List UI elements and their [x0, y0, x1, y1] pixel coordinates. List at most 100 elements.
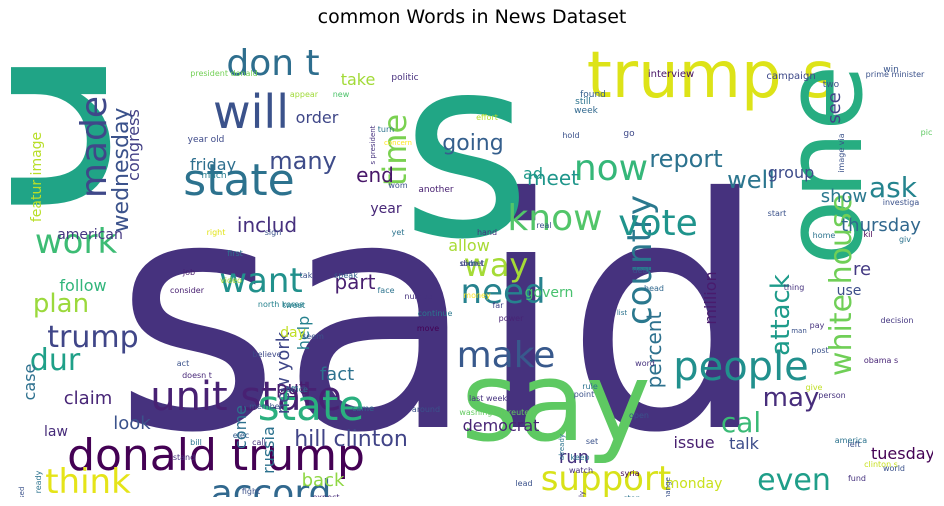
word-post: post: [811, 346, 828, 355]
word-face: face: [377, 286, 394, 295]
word-democrat: democrat: [463, 416, 540, 435]
word-unit-state: unit state: [150, 374, 342, 420]
word-end: end: [356, 163, 394, 187]
word-even: even: [757, 463, 831, 497]
word-sign: sign: [265, 228, 282, 237]
word-fight: fight: [242, 487, 260, 496]
word-country: country: [620, 195, 660, 325]
word-m: m: [468, 259, 476, 268]
chart-title: common Words in News Dataset: [317, 6, 627, 28]
word-put: put: [276, 378, 306, 399]
word-win: win: [883, 65, 899, 75]
word-cal: cal: [721, 406, 761, 439]
word-year: year: [370, 201, 401, 217]
word-clinton-s: clinton s: [864, 460, 898, 469]
word-rule: rule: [582, 382, 598, 391]
word-investiga: investiga: [883, 198, 920, 207]
word-speak: speak: [334, 271, 358, 280]
word-now: now: [574, 148, 648, 189]
word-friday: friday: [190, 155, 236, 174]
word-want: want: [219, 261, 303, 301]
word-don-t: don t: [226, 43, 319, 84]
word-right: right: [207, 228, 226, 237]
word-use: use: [837, 283, 862, 299]
word-many: many: [269, 147, 337, 175]
word-came: came: [352, 404, 374, 413]
word-law: law: [44, 424, 68, 440]
word-think: think: [45, 462, 131, 497]
word-around: around: [412, 405, 440, 414]
word-prime-minister: prime minister: [866, 70, 925, 79]
word-said: said: [114, 131, 769, 497]
word-donald-trump: donald trump: [67, 430, 365, 481]
word-bill: bill: [190, 438, 202, 447]
word-hold: hold: [562, 131, 579, 140]
word-effort: effort: [476, 113, 498, 122]
word-work: work: [35, 222, 118, 262]
word-job: job: [182, 268, 195, 277]
word-last-week: last week: [469, 394, 507, 403]
word-open: open: [629, 411, 649, 420]
word-monday: monday: [666, 476, 723, 492]
word-far: far: [492, 301, 504, 310]
word-president-donald: president donald: [190, 69, 258, 78]
word-american: american: [57, 227, 123, 243]
word-america: america: [835, 436, 868, 445]
word-featur-image: featur image: [29, 132, 45, 222]
word-group: group: [768, 163, 814, 182]
word-money: money: [463, 291, 491, 300]
word-ad: ad: [523, 164, 543, 183]
word-come: come: [231, 405, 250, 449]
word-set: set: [586, 437, 598, 446]
word-state: state: [183, 155, 294, 206]
word-tak: tak: [300, 271, 313, 280]
word-head: head: [644, 284, 664, 293]
word-obama-s: obama s: [864, 356, 898, 365]
word-see: see: [824, 92, 845, 124]
word-hand: hand: [477, 228, 497, 237]
word-real: real: [536, 221, 551, 230]
word-pay: pay: [810, 321, 825, 330]
word-time: time: [376, 114, 414, 186]
word-help: help: [294, 316, 313, 351]
word-act: act: [177, 359, 189, 368]
word-govern: govern: [525, 285, 574, 301]
word-stand: stand: [173, 453, 195, 462]
word-office: office: [286, 385, 308, 394]
word-attack: attack: [766, 274, 796, 356]
word-pic-twitter: pic twitter: [921, 128, 933, 137]
word-issue: issue: [673, 433, 714, 452]
word-concern: concern: [384, 139, 412, 147]
word-two: two: [823, 80, 840, 90]
word-turn: turn: [378, 125, 394, 134]
word-found: found: [580, 90, 606, 100]
word-yet: yet: [392, 228, 405, 237]
word-support: support: [541, 459, 672, 497]
word-will: will: [213, 85, 289, 139]
word-used: used: [18, 487, 26, 497]
word-person: person: [818, 391, 845, 400]
word-politic: politic: [391, 73, 418, 83]
word-wom: wom: [388, 181, 407, 190]
word-talk: talk: [729, 434, 760, 453]
word-keep: keep: [570, 453, 589, 462]
word-word: word: [635, 359, 655, 368]
word-hill-clinton: hill clinton: [294, 427, 408, 452]
word-day: day: [280, 325, 306, 341]
word-go: go: [623, 129, 635, 139]
word-seem: seem: [302, 332, 324, 341]
word-thursday: thursday: [841, 215, 921, 236]
word-year-old: year old: [188, 135, 225, 145]
word-call: call: [252, 438, 266, 447]
word-elec: elec: [233, 431, 249, 440]
word-s-president: s president: [369, 125, 377, 164]
word-move: move: [417, 324, 439, 333]
word-take: take: [341, 70, 376, 89]
word-ask: ask: [869, 171, 918, 204]
word-trump: trump: [47, 320, 138, 355]
word-start: start: [768, 209, 787, 218]
word-another: another: [418, 185, 453, 195]
word-need: need: [461, 272, 546, 312]
